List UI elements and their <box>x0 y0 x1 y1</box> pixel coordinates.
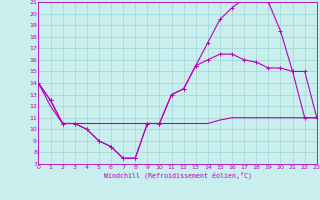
X-axis label: Windchill (Refroidissement éolien,°C): Windchill (Refroidissement éolien,°C) <box>104 172 252 179</box>
